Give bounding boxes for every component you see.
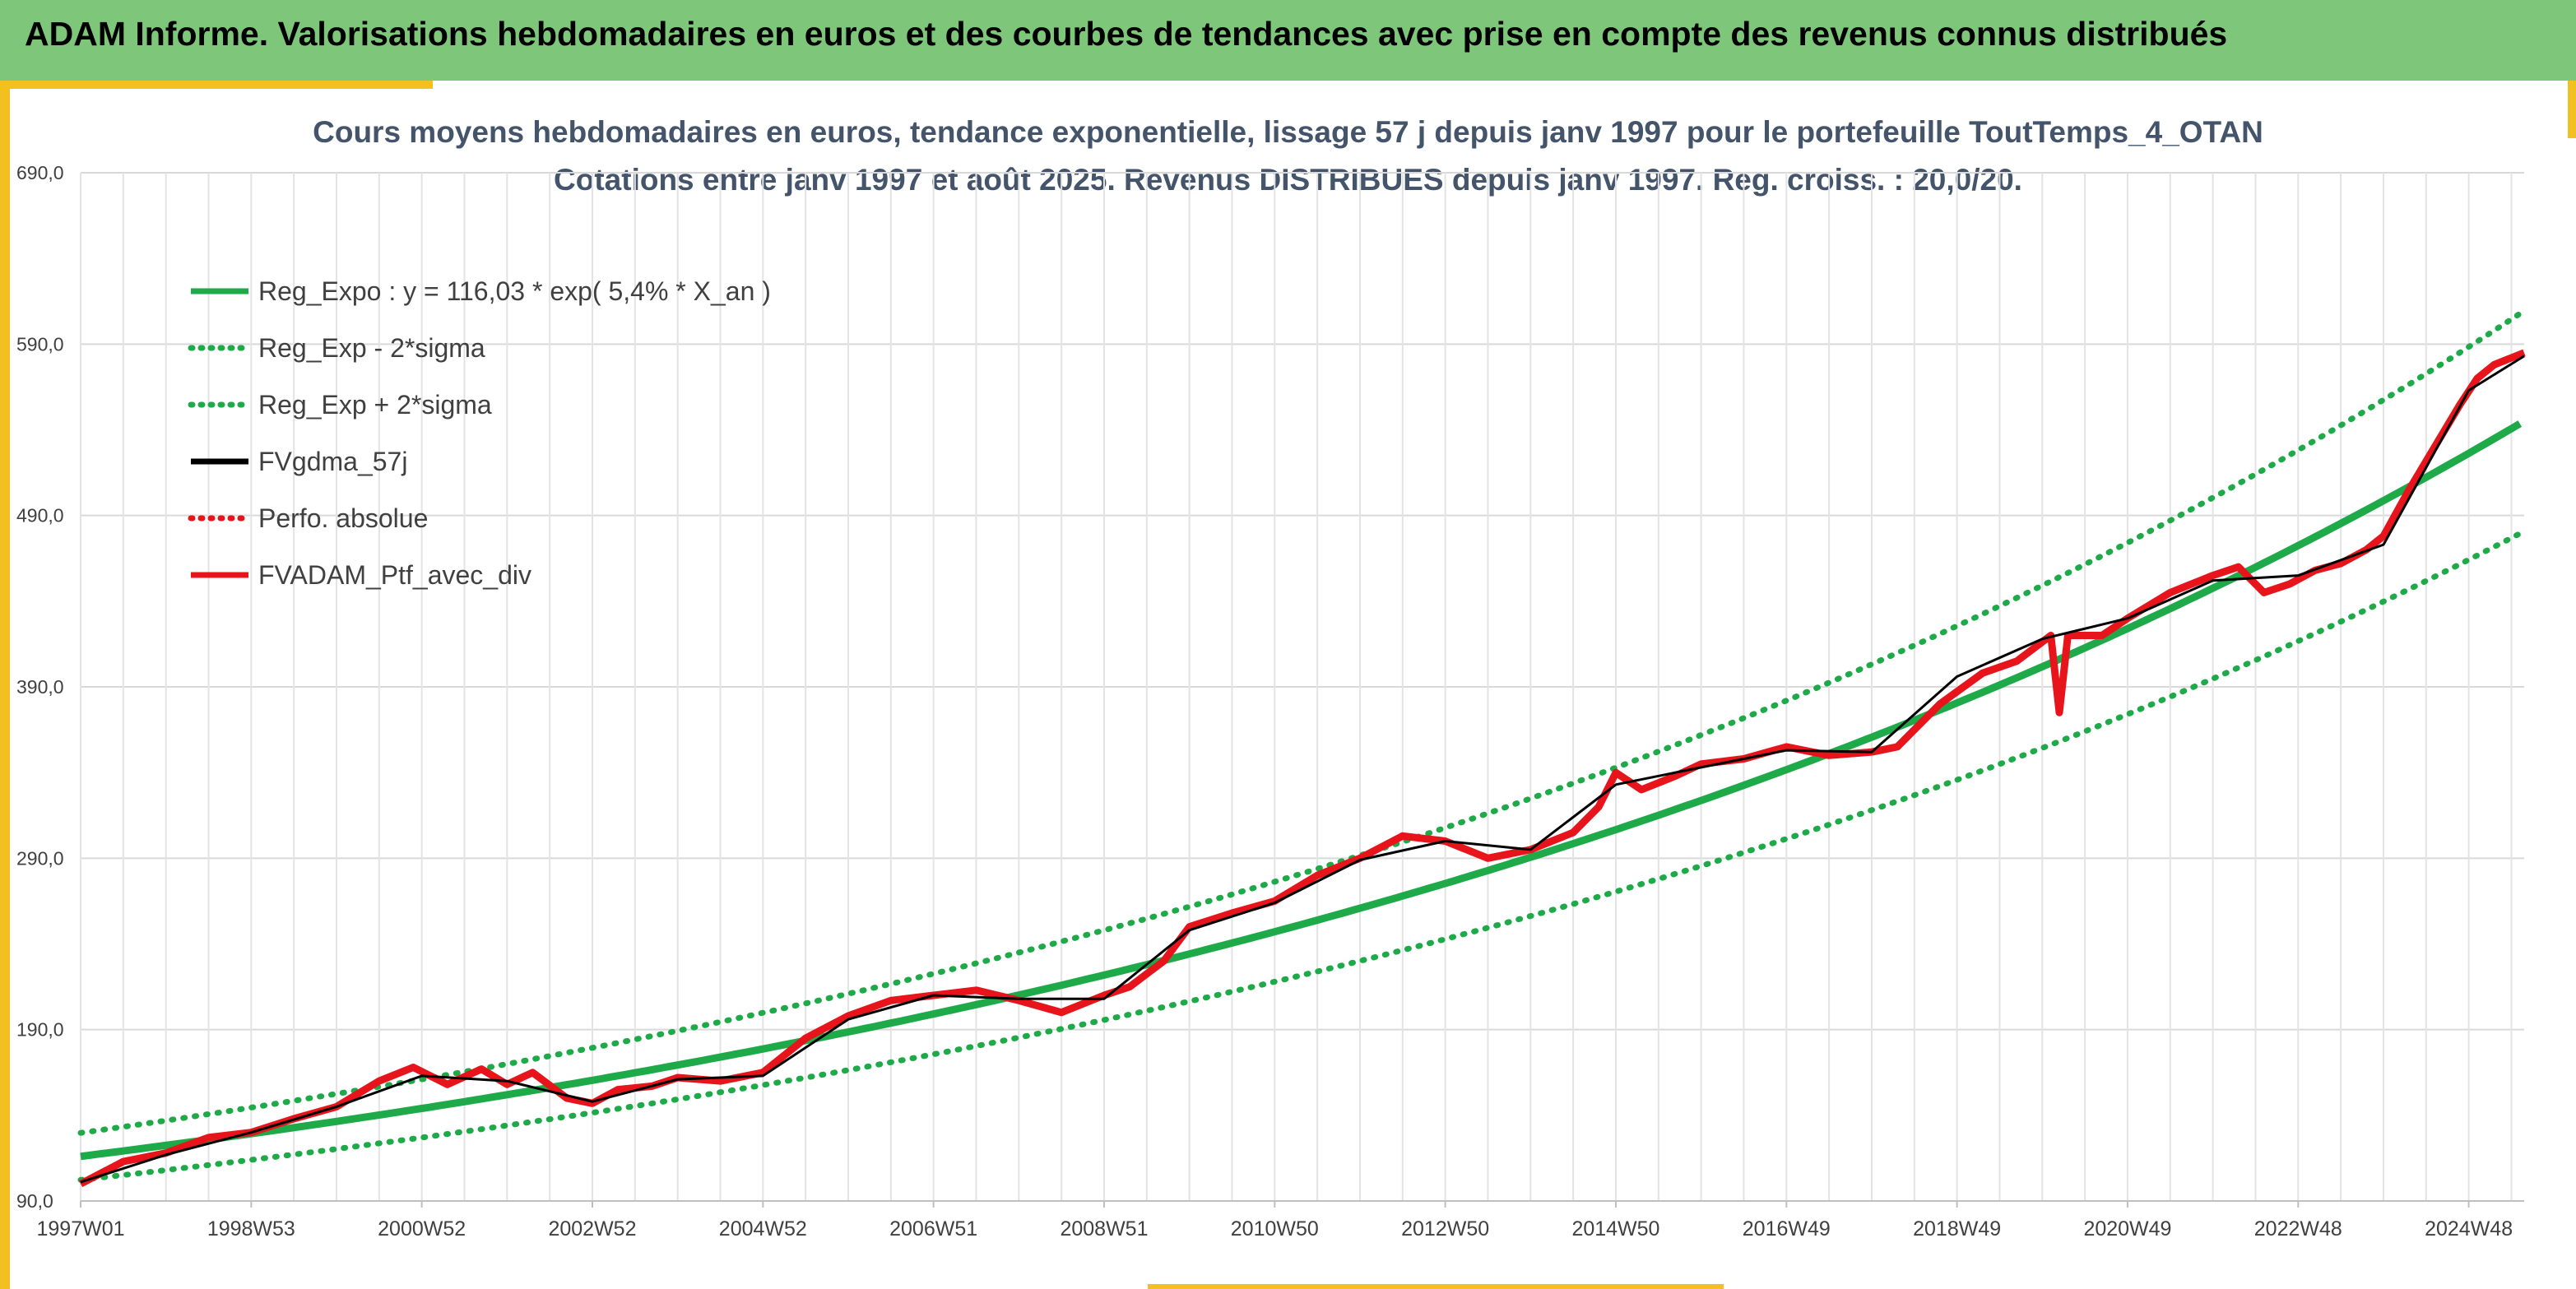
x-tick-label: 2000W52 bbox=[378, 1217, 466, 1240]
legend: Reg_Expo : y = 116,03 * exp( 5,4% * X_an… bbox=[188, 276, 771, 590]
y-tick-label: 290,0 bbox=[16, 847, 64, 869]
series-fvgdma-57j-line bbox=[80, 355, 2525, 1184]
y-tick-label: 590,0 bbox=[16, 333, 64, 355]
chart-subtitle: Cotations entre janv 1997 et août 2025. … bbox=[554, 163, 2022, 197]
legend-label: Perfo. absolue bbox=[258, 503, 428, 533]
grid bbox=[80, 172, 2524, 1202]
y-tick-label: 190,0 bbox=[16, 1019, 64, 1041]
banner-title: ADAM Informe. Valorisations hebdomadaire… bbox=[25, 15, 2228, 53]
x-tick-label: 2002W52 bbox=[548, 1217, 636, 1240]
y-tick-label: 490,0 bbox=[16, 505, 64, 526]
trend-plus-2sigma-line bbox=[77, 310, 2523, 1136]
x-tick-label: 1998W53 bbox=[207, 1217, 295, 1240]
x-tick-label: 2014W50 bbox=[1571, 1217, 1659, 1240]
axes: 90,0 190,0 290,0 390,0 490,0 590,0 690,0 1997W0… bbox=[16, 162, 2524, 1240]
legend-label: FVADAM_Ptf_avec_div bbox=[258, 560, 531, 590]
y-tick-label: 690,0 bbox=[16, 162, 64, 183]
legend-label: Reg_Expo : y = 116,03 * exp( 5,4% * X_an… bbox=[258, 276, 771, 306]
accent-bar-left bbox=[0, 81, 10, 1289]
x-tick-label: 2008W51 bbox=[1060, 1217, 1148, 1240]
x-tick-label: 2010W50 bbox=[1231, 1217, 1319, 1240]
x-tick-label: 2006W51 bbox=[889, 1217, 977, 1240]
x-tick-label: 2004W52 bbox=[719, 1217, 807, 1240]
accent-bar-right bbox=[2568, 81, 2576, 138]
legend-label: FVgdma_57j bbox=[258, 447, 407, 476]
header-banner: ADAM Informe. Valorisations hebdomadaire… bbox=[0, 0, 2576, 81]
trend-expo-line bbox=[80, 420, 2523, 1161]
x-tick-label: 2016W49 bbox=[1743, 1217, 1831, 1240]
x-tick-label: 2012W50 bbox=[1401, 1217, 1489, 1240]
x-tick-label: 2024W48 bbox=[2425, 1217, 2513, 1240]
y-tick-label: 90,0 bbox=[16, 1190, 53, 1212]
x-tick-label: 2022W48 bbox=[2254, 1217, 2342, 1240]
legend-label: Reg_Exp - 2*sigma bbox=[258, 333, 485, 363]
x-tick-label: 1997W01 bbox=[36, 1217, 124, 1240]
series-fvadam-ptf-line bbox=[78, 349, 2526, 1188]
chart-title: Cours moyens hebdomadaires en euros, ten… bbox=[313, 115, 2263, 149]
legend-label: Reg_Exp + 2*sigma bbox=[258, 390, 492, 420]
series bbox=[77, 310, 2526, 1188]
accent-bar-bottom bbox=[1148, 1284, 1724, 1289]
accent-bar-top bbox=[0, 81, 433, 89]
y-tick-label: 390,0 bbox=[16, 676, 64, 698]
x-tick-label: 2020W49 bbox=[2083, 1217, 2171, 1240]
x-tick-label: 2018W49 bbox=[1913, 1217, 2001, 1240]
